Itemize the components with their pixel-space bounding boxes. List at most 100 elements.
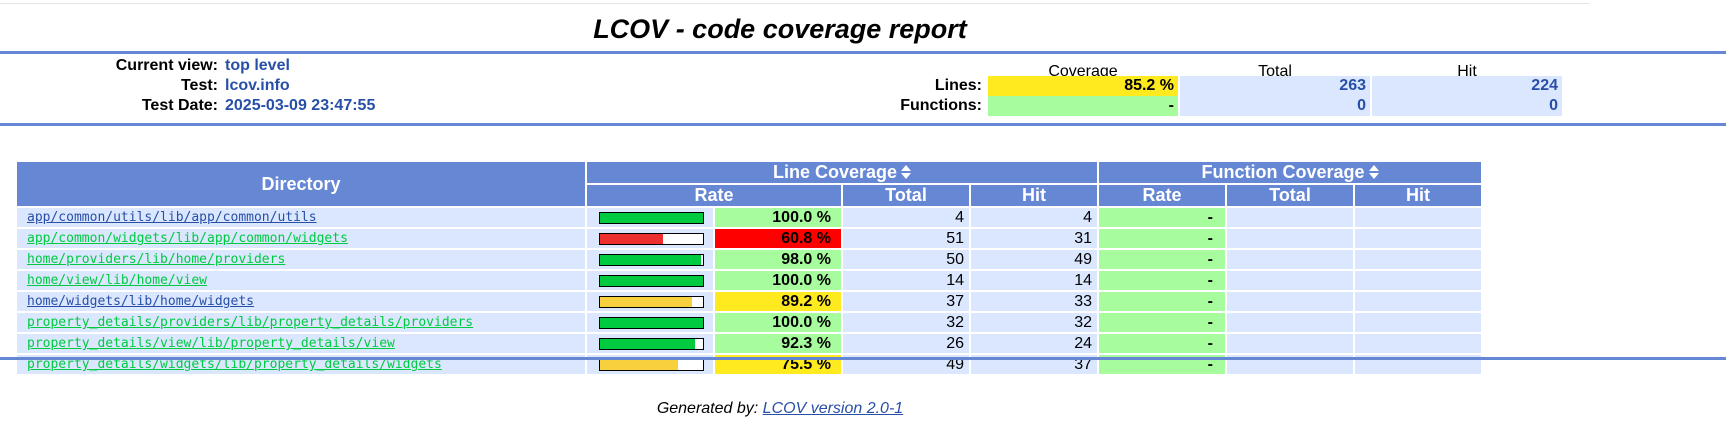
function-total-cell xyxy=(1227,229,1353,248)
coverage-bar-cell xyxy=(587,229,713,248)
directory-cell: home/widgets/lib/home/widgets xyxy=(17,292,585,311)
line-rate-cell: 100.0 % xyxy=(715,208,841,227)
line-hit-header[interactable]: Hit xyxy=(971,185,1097,206)
coverage-bar xyxy=(599,211,704,224)
line-total-cell: 51 xyxy=(843,229,969,248)
function-hit-cell xyxy=(1355,250,1481,269)
page-title: LCOV - code coverage report xyxy=(593,14,967,44)
directory-header[interactable]: Directory xyxy=(17,162,585,206)
coverage-bar-cell xyxy=(587,271,713,290)
table-row: home/providers/lib/home/providers 98.0 % 5… xyxy=(17,250,1481,269)
line-rate-cell: 89.2 % xyxy=(715,292,841,311)
line-coverage-header[interactable]: Line Coverage xyxy=(587,162,1097,183)
line-total-cell: 32 xyxy=(843,313,969,332)
test-value: lcov.info xyxy=(225,77,290,94)
coverage-bar-fill xyxy=(600,275,703,286)
line-hit-cell: 24 xyxy=(971,334,1097,353)
directory-link[interactable]: property_details/view/lib/property_detai… xyxy=(27,336,395,351)
function-total-header[interactable]: Total xyxy=(1227,185,1353,206)
function-total-cell xyxy=(1227,334,1353,353)
coverage-bar xyxy=(599,295,704,308)
line-hit-cell: 32 xyxy=(971,313,1097,332)
function-hit-cell xyxy=(1355,334,1481,353)
function-hit-cell xyxy=(1355,271,1481,290)
header-rule-bottom xyxy=(0,123,1726,126)
directory-link[interactable]: home/widgets/lib/home/widgets xyxy=(27,294,254,309)
summary-functions-label: Functions: xyxy=(900,97,982,114)
summary-coverage-header: Coverage xyxy=(1048,63,1118,80)
function-hit-cell xyxy=(1355,313,1481,332)
function-total-cell xyxy=(1227,271,1353,290)
summary-total-header: Total xyxy=(1258,63,1292,80)
function-total-cell xyxy=(1227,250,1353,269)
sort-icon[interactable] xyxy=(901,165,912,179)
line-coverage-header-label: Line Coverage xyxy=(772,162,898,182)
function-rate-header[interactable]: Rate xyxy=(1099,185,1225,206)
line-rate-cell: 100.0 % xyxy=(715,271,841,290)
summary-lines-total: 263 xyxy=(1180,76,1370,96)
directory-link[interactable]: property_details/providers/lib/property_… xyxy=(27,315,474,330)
coverage-bar xyxy=(599,253,704,266)
line-total-cell: 4 xyxy=(843,208,969,227)
header-rule-top xyxy=(0,51,1726,54)
summary-lines-coverage: 85.2 % xyxy=(988,76,1178,96)
lcov-version-link[interactable]: LCOV version 2.0-1 xyxy=(762,400,904,417)
function-rate-cell: - xyxy=(1099,271,1225,290)
summary-functions-total: 0 xyxy=(1180,96,1370,116)
directory-cell: app/common/utils/lib/app/common/utils xyxy=(17,208,585,227)
directory-cell: property_details/view/lib/property_detai… xyxy=(17,334,585,353)
directory-header-label: Directory xyxy=(261,173,341,194)
footer-rule xyxy=(0,357,1726,360)
coverage-table: Directory Line Coverage Function Coverag… xyxy=(15,160,1483,376)
function-hit-cell xyxy=(1355,292,1481,311)
summary-hit-header: Hit xyxy=(1457,63,1477,80)
directory-cell: home/providers/lib/home/providers xyxy=(17,250,585,269)
summary-functions-coverage: - xyxy=(988,96,1178,116)
coverage-bar-cell xyxy=(587,208,713,227)
test-label: Test: xyxy=(180,77,218,94)
coverage-bar-fill xyxy=(600,317,703,328)
line-rate-cell: 98.0 % xyxy=(715,250,841,269)
line-total-cell: 37 xyxy=(843,292,969,311)
function-rate-cell: - xyxy=(1099,292,1225,311)
line-hit-cell: 14 xyxy=(971,271,1097,290)
directory-link[interactable]: property_details/widgets/lib/property_de… xyxy=(27,357,442,372)
line-total-cell: 26 xyxy=(843,334,969,353)
directory-link[interactable]: app/common/utils/lib/app/common/utils xyxy=(27,210,317,225)
coverage-bar xyxy=(599,337,704,350)
current-view-label: Current view: xyxy=(115,57,218,74)
sort-icon[interactable] xyxy=(1368,165,1379,179)
function-coverage-header[interactable]: Function Coverage xyxy=(1099,162,1481,183)
function-rate-cell: - xyxy=(1099,229,1225,248)
coverage-bar xyxy=(599,358,704,371)
summary-functions-hit: 0 xyxy=(1372,96,1562,116)
coverage-bar xyxy=(599,274,704,287)
table-row: app/common/widgets/lib/app/common/widget… xyxy=(17,229,1481,248)
table-row: app/common/utils/lib/app/common/utils 100… xyxy=(17,208,1481,227)
footer: Generated by: LCOV version 2.0-1 xyxy=(0,400,1560,418)
directory-link[interactable]: home/providers/lib/home/providers xyxy=(27,252,286,267)
line-hit-cell: 33 xyxy=(971,292,1097,311)
coverage-bar xyxy=(599,232,704,245)
top-strip xyxy=(0,0,1590,4)
directory-link[interactable]: app/common/widgets/lib/app/common/widget… xyxy=(27,231,348,246)
coverage-bar-fill xyxy=(600,254,701,265)
function-total-cell xyxy=(1227,292,1353,311)
table-row: property_details/providers/lib/property_… xyxy=(17,313,1481,332)
function-hit-header[interactable]: Hit xyxy=(1355,185,1481,206)
summary-lines-label: Lines: xyxy=(934,77,982,94)
coverage-bar-fill xyxy=(600,233,663,244)
line-total-cell: 14 xyxy=(843,271,969,290)
table-row: property_details/view/lib/property_detai… xyxy=(17,334,1481,353)
function-rate-cell: - xyxy=(1099,313,1225,332)
current-view-value: top level xyxy=(225,57,290,74)
line-hit-cell: 49 xyxy=(971,250,1097,269)
coverage-bar-cell xyxy=(587,334,713,353)
line-total-header[interactable]: Total xyxy=(843,185,969,206)
directory-link[interactable]: home/view/lib/home/view xyxy=(27,273,208,288)
line-rate-cell: 100.0 % xyxy=(715,313,841,332)
function-rate-cell: - xyxy=(1099,334,1225,353)
coverage-bar xyxy=(599,316,704,329)
directory-cell: app/common/widgets/lib/app/common/widget… xyxy=(17,229,585,248)
line-rate-header[interactable]: Rate xyxy=(587,185,841,206)
